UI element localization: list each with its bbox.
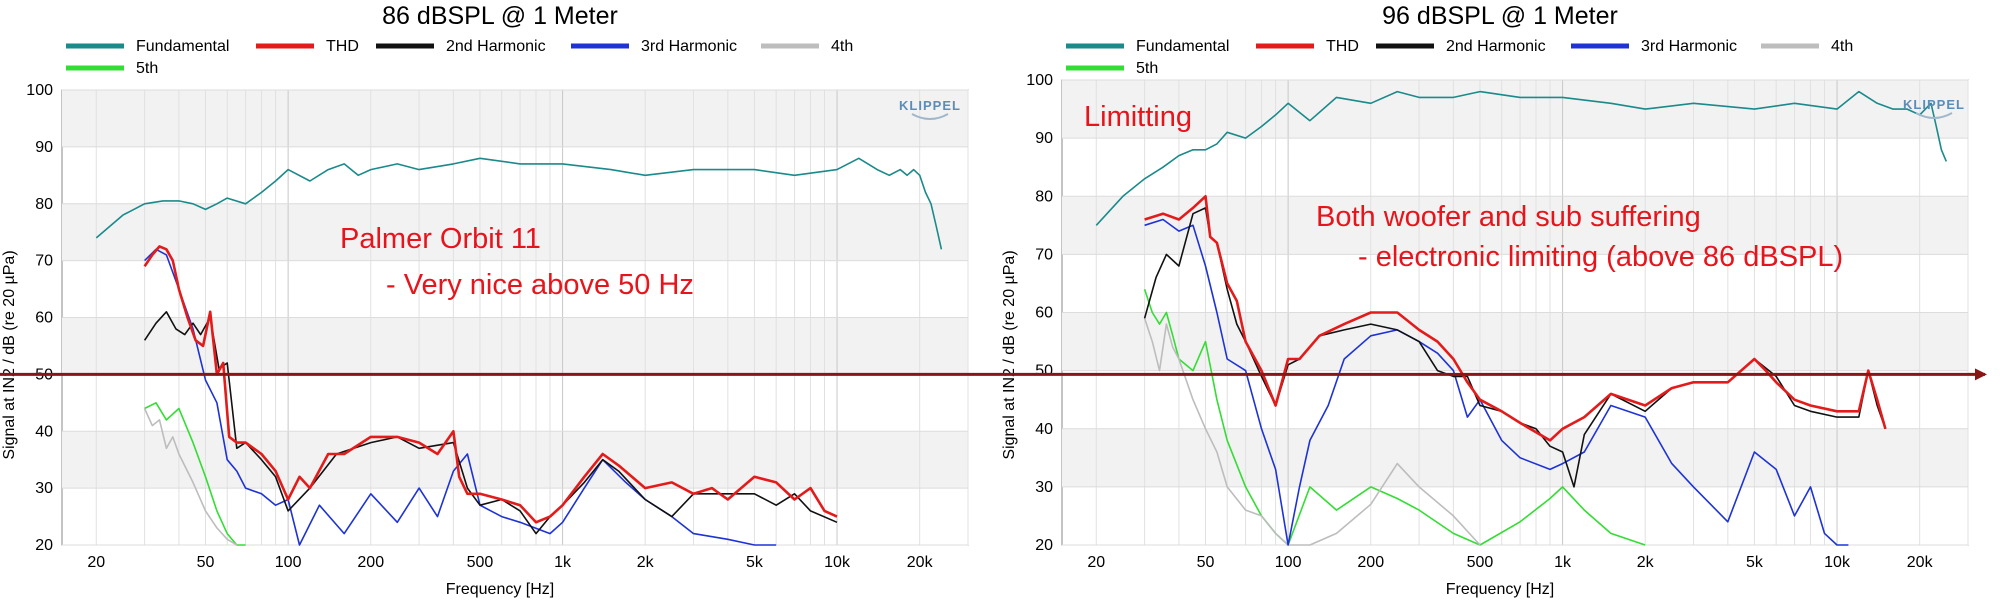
y-axis-ticks: 20 30 40 50 60 70 80 90 100	[1026, 72, 1053, 554]
svg-text:KLIPPEL: KLIPPEL	[899, 98, 961, 113]
chart-title: 96 dBSPL @ 1 Meter	[1382, 2, 1618, 30]
legend: Fundamental THD 2nd Harmonic 3rd Harmonic 4t…	[1066, 38, 1853, 77]
chart-panel-86db: 86 dBSPL @ 1 Meter Fundamental THD 2nd Har…	[1, 2, 969, 598]
x-tick-label: 5k	[1746, 554, 1764, 571]
chart-title: 86 dBSPL @ 1 Meter	[382, 2, 618, 30]
legend-label: Fundamental	[1136, 38, 1229, 55]
series-layer	[95, 157, 943, 546]
x-tick-label: 200	[357, 554, 384, 571]
series-line-thd	[1144, 195, 1887, 442]
x-axis-label: Frequency [Hz]	[1446, 581, 1554, 598]
grid-band	[62, 90, 968, 147]
series-line-3rd-harmonic	[1144, 218, 1849, 546]
legend-label: 2nd Harmonic	[1446, 38, 1546, 55]
legend-label: 4th	[1831, 38, 1853, 55]
y-tick-label: 60	[35, 310, 53, 327]
x-tick-label: 20	[1087, 554, 1105, 571]
x-tick-label: 2k	[1637, 554, 1655, 571]
legend-label: 4th	[831, 38, 853, 55]
legend-label: THD	[326, 38, 359, 55]
legend: Fundamental THD 2nd Harmonic 3rd Harmonic 4t…	[66, 38, 853, 77]
x-tick-label: 20k	[1907, 554, 1934, 571]
y-tick-label: 100	[26, 82, 53, 99]
x-axis-ticks: 20 50 100 200 500 1k 2k 5k 10k 20k	[87, 554, 933, 571]
legend-label: 5th	[1136, 60, 1158, 77]
y-tick-label: 20	[35, 537, 53, 554]
y-tick-label: 70	[1035, 246, 1053, 263]
y-tick-label: 20	[1035, 537, 1053, 554]
y-tick-label: 40	[1035, 421, 1053, 438]
series-line-4th	[1143, 318, 1481, 546]
y-tick-label: 30	[1035, 479, 1053, 496]
y-axis-label: Signal at IN2 / dB (re 20 µPa)	[1, 250, 18, 459]
y-tick-label: 80	[35, 196, 53, 213]
x-tick-label: 50	[1197, 554, 1215, 571]
legend-label: 3rd Harmonic	[641, 38, 737, 55]
x-tick-label: 10k	[824, 554, 851, 571]
series-line-5th	[144, 402, 246, 546]
y-tick-label: 40	[35, 423, 53, 440]
legend-label: 3rd Harmonic	[1641, 38, 1737, 55]
grid-band	[1062, 196, 1968, 255]
legend-label: THD	[1326, 38, 1359, 55]
series-line-3rd-harmonic	[144, 248, 777, 546]
x-axis-label: Frequency [Hz]	[446, 581, 554, 598]
x-tick-label: 500	[1467, 554, 1494, 571]
x-tick-label: 100	[1275, 554, 1302, 571]
chart-panel-96db: 96 dBSPL @ 1 Meter Fundamental THD 2nd Har…	[1001, 2, 1969, 598]
annotation-title: Palmer Orbit 11	[340, 223, 541, 255]
series-line-fundamental	[1095, 90, 1948, 226]
x-tick-label: 200	[1357, 554, 1384, 571]
klippel-logo: KLIPPEL	[899, 98, 961, 120]
y-tick-label: 90	[1035, 130, 1053, 147]
x-tick-label: 20k	[907, 554, 934, 571]
series-line-thd	[143, 245, 838, 524]
x-tick-label: 100	[275, 554, 302, 571]
grid-band	[1062, 428, 1968, 487]
svg-text:KLIPPEL: KLIPPEL	[1903, 97, 1965, 112]
annotation-title: Both woofer and sub suffering	[1316, 201, 1701, 233]
x-tick-label: 5k	[746, 554, 764, 571]
x-tick-label: 20	[87, 554, 105, 571]
annotation-note: - Very nice above 50 Hz	[386, 269, 694, 301]
series-line-2nd-harmonic	[143, 311, 838, 535]
y-tick-label: 80	[1035, 188, 1053, 205]
klippel-logo: KLIPPEL	[1903, 97, 1965, 119]
annotation-limiting: Limitting	[1084, 101, 1192, 133]
y-axis-label: Signal at IN2 / dB (re 20 µPa)	[1001, 250, 1018, 459]
x-tick-label: 1k	[1554, 554, 1572, 571]
series-line-4th	[143, 408, 238, 546]
legend-label: Fundamental	[136, 38, 229, 55]
y-tick-label: 30	[35, 480, 53, 497]
legend-label: 5th	[136, 60, 158, 77]
x-tick-label: 1k	[554, 554, 572, 571]
x-tick-label: 10k	[1824, 554, 1851, 571]
x-tick-label: 2k	[637, 554, 655, 571]
x-tick-label: 50	[197, 554, 215, 571]
series-line-fundamental	[95, 157, 943, 250]
grid-band	[62, 203, 968, 261]
y-tick-label: 60	[1035, 305, 1053, 322]
y-tick-label: 90	[35, 139, 53, 156]
grid-band	[62, 431, 968, 489]
legend-label: 2nd Harmonic	[446, 38, 546, 55]
x-tick-label: 500	[467, 554, 494, 571]
grid-band	[1062, 312, 1968, 371]
y-tick-label: 50	[1035, 363, 1053, 380]
grid-band	[1062, 80, 1968, 139]
gridlines	[1062, 79, 1969, 546]
x-axis-ticks: 20 50 100 200 500 1k 2k 5k 10k 20k	[1087, 554, 1933, 571]
y-tick-label: 70	[35, 253, 53, 270]
series-layer	[1095, 90, 1948, 546]
y-tick-label: 100	[1026, 72, 1053, 89]
annotation-note: - electronic limiting (above 86 dBSPL)	[1358, 241, 1843, 273]
